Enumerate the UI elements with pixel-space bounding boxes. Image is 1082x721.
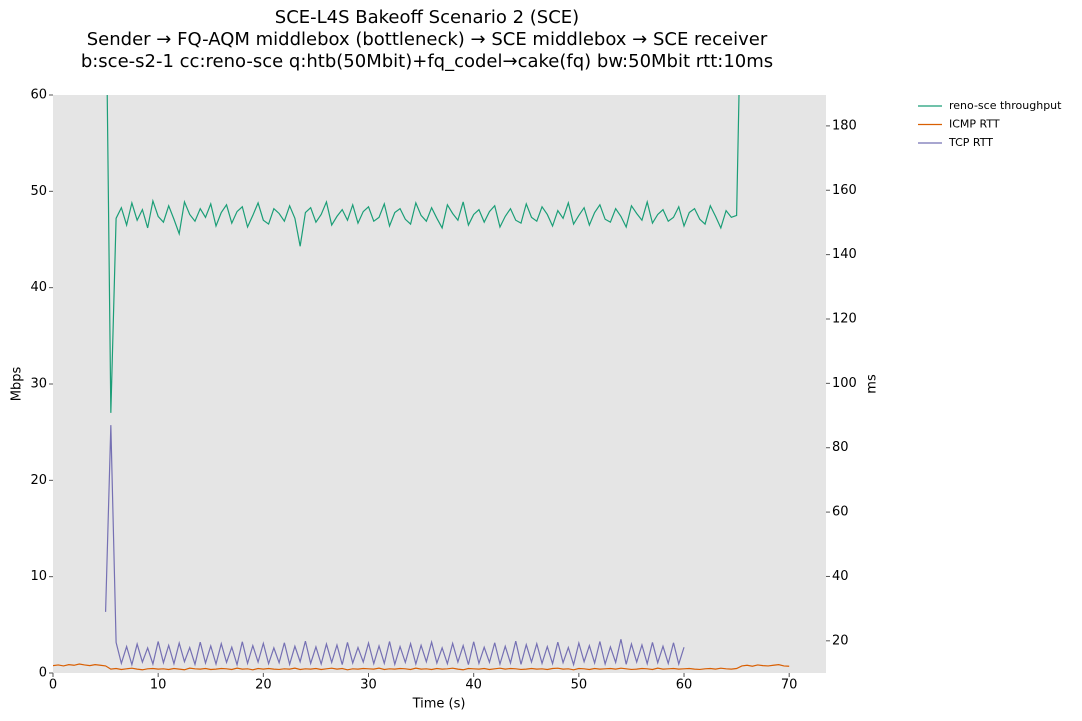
chart-subtitle: Sender → FQ-AQM middlebox (bottleneck) →… [87, 29, 768, 50]
y-tick-label: 40 [30, 280, 47, 295]
y-tick-label: 60 [30, 88, 47, 103]
chart-subtitle: b:sce-s2-1 cc:reno-sce q:htb(50Mbit)+fq_… [81, 51, 773, 72]
y-axis-label: Mbps [10, 367, 25, 402]
x-tick-label: 70 [781, 678, 798, 693]
y2-tick-label: 60 [832, 505, 849, 520]
y2-tick-label: 100 [832, 376, 857, 391]
x-tick-label: 40 [465, 678, 482, 693]
series-line [104, 425, 685, 667]
plot-lines [53, 95, 790, 671]
x-tick-label: 30 [360, 678, 377, 693]
y2-tick-label: 160 [832, 183, 857, 198]
y2-tick-label: 140 [832, 247, 857, 262]
x-axis-label: Time (s) [412, 697, 466, 712]
chart-title: SCE-L4S Bakeoff Scenario 2 (SCE) [275, 7, 579, 28]
y-tick-label: 30 [30, 377, 47, 392]
y-tick-label: 20 [30, 473, 47, 488]
y2-tick-label: 20 [832, 633, 849, 648]
series-line [53, 663, 790, 671]
x-tick-label: 50 [571, 678, 588, 693]
plot-area [53, 95, 826, 673]
y2-tick-label: 40 [832, 569, 849, 584]
y2-axis-label: ms [865, 374, 880, 394]
y-tick-label: 50 [30, 184, 47, 199]
legend-label: TCP RTT [948, 136, 993, 149]
y2-tick-label: 180 [832, 118, 857, 133]
y-tick-label: 0 [39, 666, 47, 681]
y2-tick-label: 80 [832, 440, 849, 455]
x-tick-label: 0 [49, 678, 57, 693]
x-tick-label: 60 [676, 678, 693, 693]
y-tick-label: 10 [30, 569, 47, 584]
x-tick-label: 20 [255, 678, 272, 693]
legend-label: ICMP RTT [949, 118, 1000, 131]
x-tick-label: 10 [150, 678, 167, 693]
legend-label: reno-sce throughput [949, 99, 1062, 112]
y2-tick-label: 120 [832, 311, 857, 326]
series-line [106, 95, 740, 413]
